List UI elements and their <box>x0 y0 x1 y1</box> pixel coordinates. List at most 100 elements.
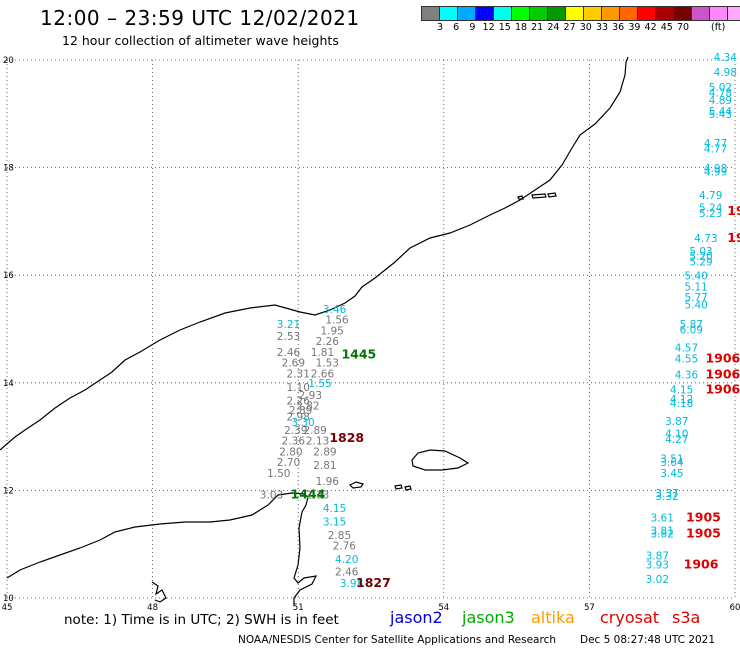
wave-height-label: 2.93 <box>299 390 322 402</box>
pass-time-label: 1906 <box>727 203 740 218</box>
wave-height-label: 4.55 <box>675 353 698 365</box>
color-scale-label: 45 <box>660 22 673 33</box>
wave-height-label: 5.20 <box>689 251 712 263</box>
color-scale-label: 12 <box>482 22 495 33</box>
wave-height-label: 5.87 <box>680 319 703 331</box>
wave-height-label: 3.45 <box>660 468 683 480</box>
latitude-tick-label: 14 <box>3 379 14 389</box>
pass-time-label: 1906 <box>727 230 740 245</box>
pass-time-label: 1827 <box>356 575 391 590</box>
wave-height-label: 5.03 <box>689 246 712 258</box>
wave-height-label: 5.40 <box>684 300 707 312</box>
wave-height-label: 4.89 <box>709 95 732 107</box>
wave-height-label: 2.53 <box>277 331 300 343</box>
islet-1 <box>348 481 364 489</box>
pass-time-label: 1906 <box>705 382 740 397</box>
coastline-horn <box>293 493 318 606</box>
islet-6 <box>547 192 557 198</box>
wave-height-label: 1.56 <box>325 315 349 327</box>
color-scale-label: 27 <box>563 22 576 33</box>
wave-height-label: 5.77 <box>684 292 707 304</box>
credit-line: NOAA/NESDIS Center for Satellite Applica… <box>238 634 556 646</box>
wave-height-label: 2.70 <box>277 457 300 469</box>
wave-height-label: 3.51 <box>660 453 683 465</box>
color-scale-label: 18 <box>514 22 528 33</box>
pass-time-label: 1444 <box>291 486 326 501</box>
longitude-tick-label: 57 <box>584 603 595 613</box>
islet-5 <box>531 193 547 199</box>
wave-height-label: 1.55 <box>308 378 331 390</box>
pass-time-label: 1906 <box>684 556 719 571</box>
wave-height-label: 5.43 <box>709 109 732 121</box>
wave-height-label: 1.95 <box>320 325 343 337</box>
color-scale-bar <box>421 6 740 21</box>
wave-height-label: 2.26 <box>316 336 340 348</box>
legend-item-jason3: jason3 <box>462 608 515 627</box>
wave-height-label: 4.36 <box>675 369 699 381</box>
latitude-tick-label: 18 <box>3 164 14 174</box>
islet-3 <box>404 485 412 491</box>
wave-height-label: 5.11 <box>684 281 707 293</box>
wave-height-label: 2.46 <box>335 566 359 578</box>
wave-height-label: 2.31 <box>287 368 310 380</box>
map-subtitle: 12 hour collection of altimeter wave hei… <box>62 33 339 48</box>
latitude-tick-label: 10 <box>3 594 14 604</box>
wave-height-label: 2.85 <box>328 530 351 542</box>
wave-height-label: 6.09 <box>680 324 703 336</box>
coastline <box>0 56 629 606</box>
color-scale-label: 21 <box>531 22 544 33</box>
wave-height-label: 4.10 <box>665 429 688 441</box>
wave-height-label: 3.87 <box>646 550 669 562</box>
map-title: 12:00 – 23:59 UTC 12/02/2021 <box>40 6 360 30</box>
longitude-tick-label: 54 <box>438 603 449 613</box>
wave-height-label: 3.64 <box>660 457 684 469</box>
color-scale-label: 42 <box>644 22 657 33</box>
wave-height-label: 4.15 <box>670 385 693 397</box>
wave-height-label: 2.80 <box>279 446 302 458</box>
color-scale-label: 70 <box>676 22 690 33</box>
pass-time-label: 1445 <box>341 347 376 362</box>
wave-height-labels: 3.461.56 3.21 1.95 2.53 2.26 2.46 1.81 2.69 1.53… <box>260 52 737 590</box>
wave-height-label: 1.50 <box>267 468 290 480</box>
wave-height-label: 5.29 <box>689 257 712 269</box>
wave-height-label: 2.46 <box>277 347 301 359</box>
wave-height-label: 2.98 <box>287 411 310 423</box>
wave-height-label: 5.40 <box>684 271 707 283</box>
wave-height-label: 4.79 <box>699 190 722 202</box>
islet-4 <box>517 195 524 200</box>
wave-height-label: 4.34 <box>714 52 738 64</box>
coastline-somalia <box>6 492 305 579</box>
wave-height-label: 4.98 <box>714 67 737 79</box>
wave-height-label: 1.10 <box>287 382 310 394</box>
coastal-feature <box>151 581 167 603</box>
pass-time-label: 1905 <box>686 526 721 541</box>
wave-height-label: 3.81 <box>651 526 674 538</box>
wave-height-label: 4.18 <box>670 398 693 410</box>
wave-height-label: 2.66 <box>311 368 335 380</box>
wave-height-label: 2.82 <box>296 401 319 413</box>
color-scale-label: 30 <box>579 22 592 33</box>
wave-height-label: 3.93 <box>646 559 669 571</box>
wave-height-label: 3.02 <box>646 574 669 586</box>
latitude-tick-label: 16 <box>3 271 14 281</box>
wave-height-label: 4.77 <box>704 144 727 156</box>
wave-height-label: 3.98 <box>340 578 363 590</box>
islet-2 <box>394 484 403 490</box>
longitude-tick-label: 60 <box>730 603 740 613</box>
wave-height-label: 3.03 <box>260 489 283 501</box>
pass-time-label: 1828 <box>329 430 364 445</box>
legend-item-cryosat: cryosat <box>600 608 660 627</box>
graticule <box>6 59 736 599</box>
wave-height-label: 5.24 <box>699 203 723 215</box>
color-scale-label: 6 <box>453 22 460 33</box>
wave-height-label: 3.21 <box>277 319 300 331</box>
legend-item-altika: altika <box>531 608 575 627</box>
color-scale-label: 15 <box>498 22 511 33</box>
wave-height-label: 2.89 <box>289 405 312 417</box>
latitude-tick-label: 20 <box>3 56 14 66</box>
wave-height-label: 5.44 <box>709 106 733 118</box>
wave-height-label: 1.96 <box>316 476 340 488</box>
legend-item-jason2: jason2 <box>390 608 443 627</box>
wave-height-label: 3.37 <box>655 488 678 500</box>
